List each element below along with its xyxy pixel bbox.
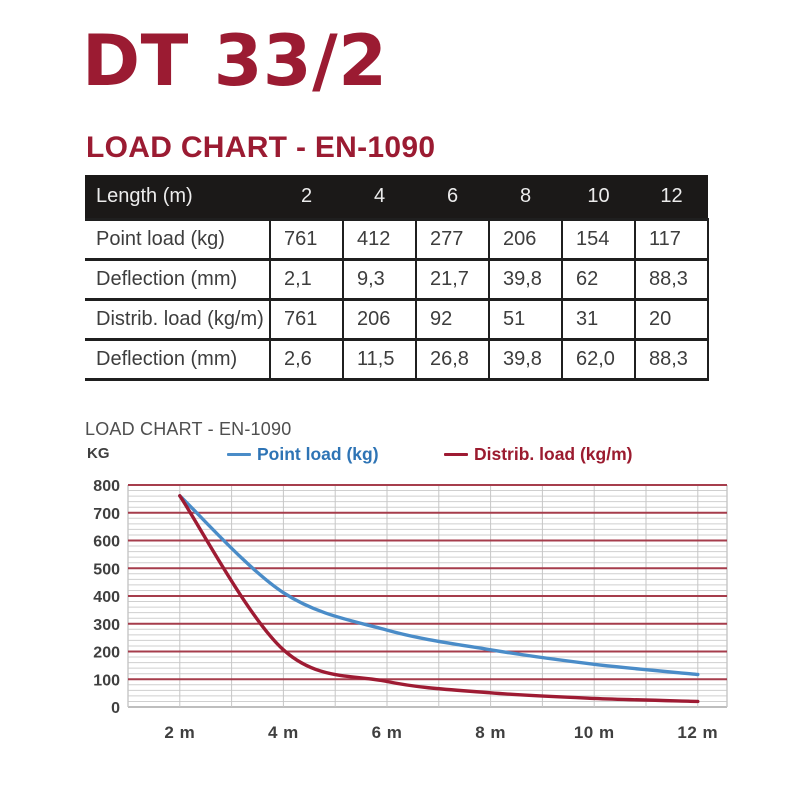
svg-text:800: 800 bbox=[93, 478, 120, 495]
value-cell: 88,3 bbox=[634, 258, 709, 300]
load-chart-heading: LOAD CHART - EN-1090 bbox=[86, 131, 436, 164]
value-cell: 11,5 bbox=[342, 338, 416, 381]
svg-text:2 m: 2 m bbox=[164, 723, 195, 742]
value-cell: 412 bbox=[342, 218, 416, 260]
value-cell: 154 bbox=[561, 218, 635, 260]
row-label-cell: Point load (kg) bbox=[85, 218, 270, 260]
svg-text:10 m: 10 m bbox=[574, 723, 615, 742]
value-cell: 62 bbox=[561, 258, 635, 300]
y-axis-unit-label: KG bbox=[87, 445, 110, 462]
legend-dash-icon bbox=[227, 452, 251, 457]
header-length-cell: 8 bbox=[489, 175, 562, 220]
table-row: Point load (kg) 761 412 277 206 154 117 bbox=[85, 218, 709, 260]
table-row: Deflection (mm) 2,1 9,3 21,7 39,8 62 88,3 bbox=[85, 258, 709, 300]
value-cell: 88,3 bbox=[634, 338, 709, 381]
svg-text:200: 200 bbox=[93, 645, 120, 662]
value-cell: 62,0 bbox=[561, 338, 635, 381]
svg-text:500: 500 bbox=[93, 561, 120, 578]
legend-item-distrib-load: Distrib. load (kg/m) bbox=[444, 444, 632, 465]
load-chart-plot: 0 100 200 300 400 500 600 700 800 2 m 4 m 6 m 8 m 10 … bbox=[93, 478, 728, 742]
load-table: Length (m) 2 4 6 8 10 12 Point load (kg) 761 412 2… bbox=[85, 175, 709, 381]
header-length-cell: 6 bbox=[416, 175, 489, 220]
value-cell: 39,8 bbox=[488, 338, 562, 381]
svg-text:4 m: 4 m bbox=[268, 723, 299, 742]
series-line-distrib-load bbox=[178, 494, 700, 704]
table-row: Deflection (mm) 2,6 11,5 26,8 39,8 62,0 88,3 bbox=[85, 338, 709, 381]
value-cell: 761 bbox=[269, 298, 343, 340]
header-length-cell: 10 bbox=[562, 175, 635, 220]
value-cell: 9,3 bbox=[342, 258, 416, 300]
svg-text:700: 700 bbox=[93, 506, 120, 523]
header-label-cell: Length (m) bbox=[85, 175, 270, 220]
value-cell: 206 bbox=[342, 298, 416, 340]
legend-label: Point load (kg) bbox=[257, 444, 379, 464]
row-label-cell: Deflection (mm) bbox=[85, 338, 270, 381]
legend-dash-icon bbox=[444, 452, 468, 457]
value-cell: 117 bbox=[634, 218, 709, 260]
x-axis-ticks: 2 m 4 m 6 m 8 m 10 m 12 m bbox=[164, 723, 718, 742]
svg-text:600: 600 bbox=[93, 534, 120, 551]
svg-text:6 m: 6 m bbox=[372, 723, 403, 742]
svg-text:8 m: 8 m bbox=[475, 723, 506, 742]
svg-text:400: 400 bbox=[93, 589, 120, 606]
value-cell: 2,6 bbox=[269, 338, 343, 381]
svg-text:100: 100 bbox=[93, 672, 120, 689]
value-cell: 51 bbox=[488, 298, 562, 340]
row-label-cell: Distrib. load (kg/m) bbox=[85, 298, 270, 340]
header-length-cell: 12 bbox=[635, 175, 708, 220]
value-cell: 31 bbox=[561, 298, 635, 340]
svg-text:300: 300 bbox=[93, 617, 120, 634]
y-axis-ticks: 0 100 200 300 400 500 600 700 800 bbox=[93, 478, 120, 717]
value-cell: 206 bbox=[488, 218, 562, 260]
legend-label: Distrib. load (kg/m) bbox=[474, 444, 633, 464]
header-length-cell: 4 bbox=[343, 175, 416, 220]
svg-text:0: 0 bbox=[111, 700, 120, 717]
chart-title: LOAD CHART - EN-1090 bbox=[85, 419, 292, 439]
series-line-point-load bbox=[178, 494, 700, 677]
table-row: Distrib. load (kg/m) 761 206 92 51 31 20 bbox=[85, 298, 709, 340]
legend-item-point-load: Point load (kg) bbox=[227, 444, 379, 465]
value-cell: 39,8 bbox=[488, 258, 562, 300]
value-cell: 20 bbox=[634, 298, 709, 340]
value-cell: 2,1 bbox=[269, 258, 343, 300]
header-length-cell: 2 bbox=[270, 175, 343, 220]
value-cell: 21,7 bbox=[415, 258, 489, 300]
value-cell: 26,8 bbox=[415, 338, 489, 381]
major-gridlines bbox=[128, 484, 727, 681]
table-header-row: Length (m) 2 4 6 8 10 12 bbox=[85, 175, 708, 220]
minor-gridlines bbox=[128, 490, 727, 708]
value-cell: 92 bbox=[415, 298, 489, 340]
row-label-cell: Deflection (mm) bbox=[85, 258, 270, 300]
value-cell: 761 bbox=[269, 218, 343, 260]
value-cell: 277 bbox=[415, 218, 489, 260]
product-title: DT 33/2 bbox=[82, 20, 388, 102]
svg-text:12 m: 12 m bbox=[677, 723, 718, 742]
